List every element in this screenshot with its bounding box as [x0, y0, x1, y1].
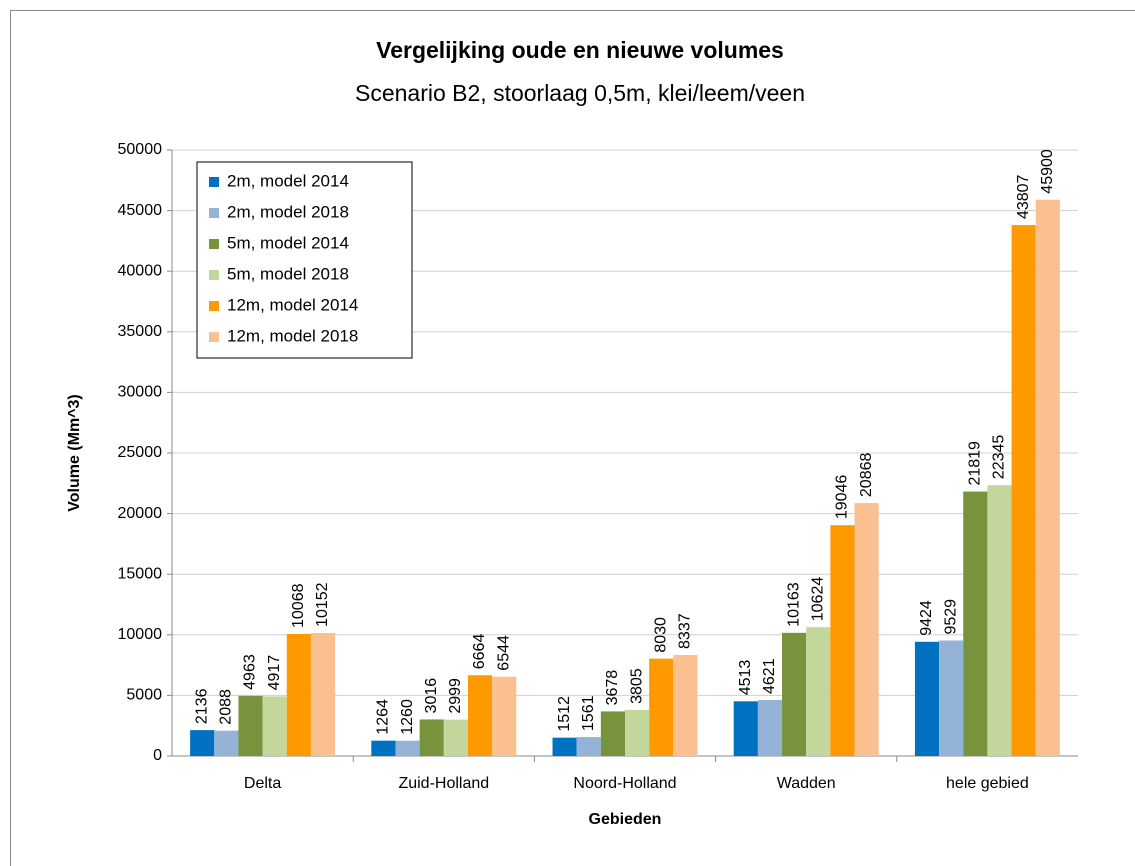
bar: [673, 654, 698, 756]
bar: [1011, 225, 1036, 757]
bar: [830, 525, 855, 756]
bar: [492, 676, 517, 756]
bar: [238, 695, 263, 756]
data-label: 4963: [242, 654, 259, 690]
legend-box: [196, 161, 413, 359]
data-label: 10624: [809, 577, 826, 622]
x-tick-label: Zuid-Holland: [398, 775, 489, 792]
data-label: 4513: [737, 660, 754, 696]
bar: [854, 503, 879, 756]
bar: [649, 658, 674, 756]
data-label: 10152: [314, 582, 331, 627]
bar: [625, 709, 650, 756]
legend-label: 2m, model 2018: [227, 202, 349, 221]
y-axis-label: Volume (Mm^3): [66, 394, 83, 512]
bar: [467, 675, 493, 756]
bar: [757, 699, 783, 756]
bar: [419, 719, 444, 756]
y-tick-label: 50000: [118, 141, 163, 158]
y-tick-label: 5000: [126, 687, 162, 704]
data-label: 8030: [652, 617, 669, 653]
y-tick-label: 0: [153, 747, 162, 764]
bar: [552, 737, 577, 756]
data-label: 1561: [580, 695, 597, 731]
legend-swatch: [209, 239, 219, 249]
data-label: 21819: [967, 441, 984, 486]
data-label: 2088: [218, 689, 235, 725]
data-label: 19046: [834, 475, 851, 520]
chart-subtitle: Scenario B2, stoorlaag 0,5m, klei/leem/v…: [355, 80, 805, 106]
legend-swatch: [209, 177, 219, 187]
bar: [395, 740, 420, 756]
data-label: 20868: [858, 452, 875, 497]
data-label: 6664: [471, 634, 488, 670]
data-label: 1260: [399, 699, 416, 735]
data-label: 4917: [266, 655, 283, 691]
y-tick-label: 35000: [118, 323, 163, 340]
x-tick-label: Noord-Holland: [573, 775, 676, 792]
bar: [939, 640, 964, 756]
y-tick-label: 40000: [118, 262, 163, 279]
x-axis-label: Gebieden: [589, 811, 662, 828]
bar: [190, 730, 215, 756]
y-tick-label: 15000: [118, 565, 163, 582]
x-tick-label: Wadden: [777, 775, 836, 792]
data-label: 45900: [1039, 149, 1056, 194]
chart-title: Vergelijking oude en nieuwe volumes: [376, 37, 784, 63]
y-tick-label: 45000: [118, 202, 163, 219]
bar: [286, 633, 311, 756]
data-label: 6544: [495, 635, 512, 671]
legend-swatch: [209, 332, 219, 342]
bar: [914, 641, 940, 756]
data-label: 3016: [423, 678, 440, 714]
legend-label: 5m, model 2018: [227, 264, 349, 283]
data-label: 3805: [628, 668, 645, 704]
data-label: 9424: [918, 600, 935, 636]
data-label: 3678: [604, 670, 621, 706]
legend-swatch: [209, 270, 219, 280]
x-tick-label: Delta: [244, 775, 281, 792]
data-label: 9529: [942, 599, 959, 635]
data-label: 8337: [677, 613, 694, 649]
y-tick-label: 20000: [118, 505, 163, 522]
data-label: 2999: [447, 678, 464, 714]
legend-label: 12m, model 2014: [227, 295, 358, 314]
bar: [600, 711, 625, 756]
legend-swatch: [209, 301, 219, 311]
bar: [371, 740, 396, 756]
y-tick-label: 25000: [118, 444, 163, 461]
bar: [987, 485, 1012, 756]
data-label: 1264: [375, 699, 392, 735]
y-tick-label: 10000: [118, 626, 163, 643]
data-label: 2136: [193, 688, 210, 724]
bar: [782, 632, 807, 756]
data-label: 10163: [785, 582, 802, 627]
data-label: 4621: [761, 658, 778, 694]
bar: [262, 696, 287, 756]
data-label: 22345: [991, 435, 1008, 480]
bar: [733, 701, 758, 756]
bar: [806, 627, 831, 756]
y-tick-label: 30000: [118, 384, 163, 401]
legend-label: 2m, model 2014: [227, 171, 349, 190]
x-tick-label: hele gebied: [946, 775, 1029, 792]
data-label: 43807: [1015, 174, 1032, 219]
data-label: 1512: [556, 696, 573, 732]
bar: [576, 737, 601, 756]
bar: [214, 730, 239, 756]
data-label: 10068: [290, 583, 307, 628]
bar: [1035, 199, 1060, 756]
legend-label: 12m, model 2018: [227, 326, 358, 345]
legend-label: 5m, model 2014: [227, 233, 349, 252]
bar: [963, 491, 988, 756]
bar: [310, 632, 336, 756]
legend-swatch: [209, 208, 219, 218]
bar: [443, 719, 468, 756]
